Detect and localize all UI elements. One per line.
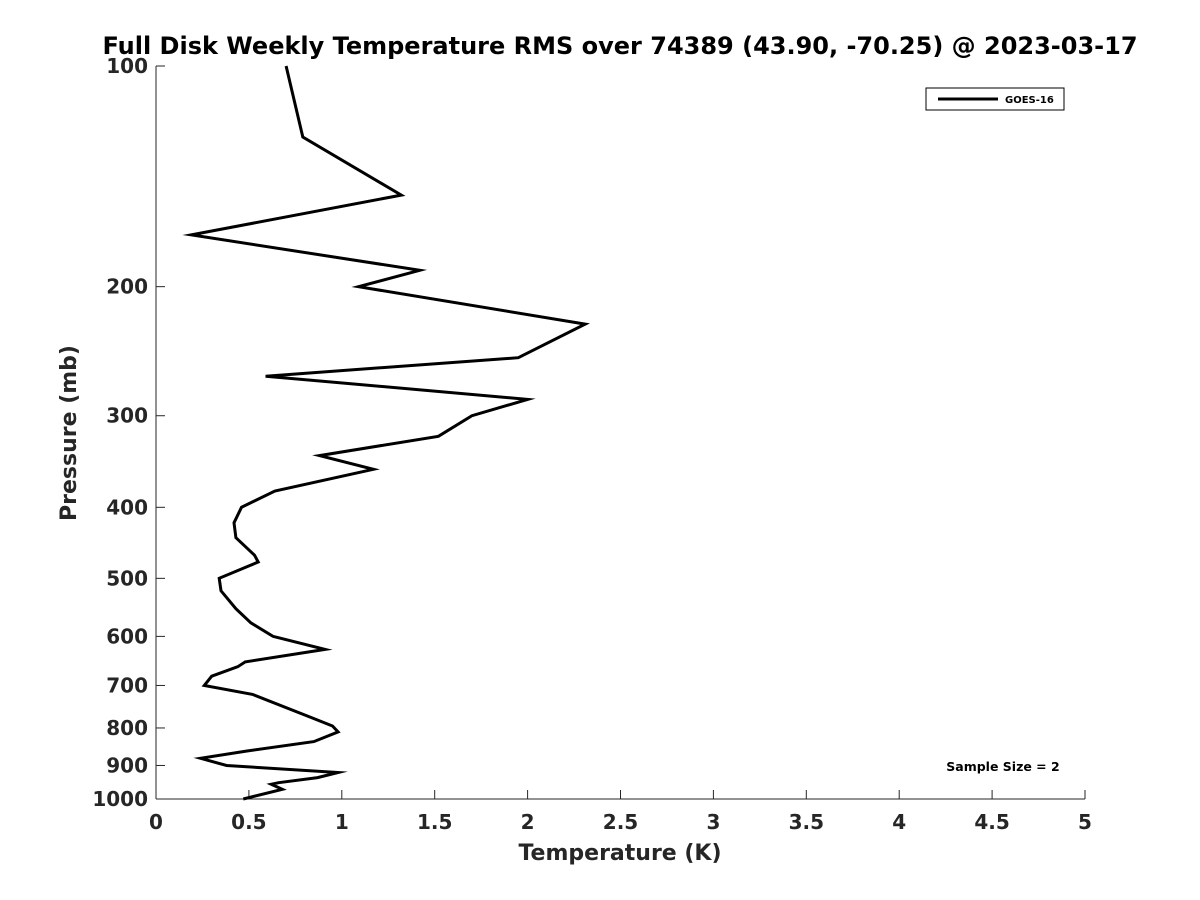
sample-size-annotation: Sample Size = 2	[946, 759, 1059, 774]
x-tick-label: 0.5	[231, 810, 266, 834]
y-axis-label: Pressure (mb)	[57, 345, 82, 521]
y-tick-label: 200	[106, 275, 148, 299]
series-line-goes-16	[182, 65, 590, 801]
x-axis-ticks: 0 0.5 1 1.5 2 2.5 3 3.5 4 4.5 5	[149, 790, 1092, 834]
y-tick-label: 100	[106, 54, 148, 78]
x-tick-label: 3.5	[789, 810, 824, 834]
x-tick-label: 3	[706, 810, 720, 834]
x-tick-label: 5	[1078, 810, 1092, 834]
legend-label-goes-16: GOES-16	[1005, 95, 1054, 106]
y-tick-label: 900	[106, 753, 148, 777]
x-tick-label: 1	[335, 810, 349, 834]
y-tick-label: 1000	[92, 787, 148, 811]
series-layer	[182, 65, 590, 801]
x-tick-label: 4.5	[974, 810, 1009, 834]
y-tick-label: 300	[106, 404, 148, 428]
x-tick-label: 2.5	[603, 810, 638, 834]
y-tick-label: 400	[106, 495, 148, 519]
axes	[155, 66, 1085, 800]
y-tick-label: 700	[106, 673, 148, 697]
y-tick-label: 600	[106, 624, 148, 648]
chart-title: Full Disk Weekly Temperature RMS over 74…	[102, 32, 1137, 60]
legend: GOES-16	[925, 87, 1065, 111]
x-axis-label: Temperature (K)	[518, 841, 721, 866]
y-axis-ticks: 100 200 300 400 500 600 700 800 900 1000	[92, 54, 165, 811]
x-tick-label: 2	[521, 810, 535, 834]
y-tick-label: 500	[106, 566, 148, 590]
x-tick-label: 4	[892, 810, 906, 834]
x-tick-label: 0	[149, 810, 163, 834]
y-tick-label: 800	[106, 716, 148, 740]
x-tick-label: 1.5	[417, 810, 452, 834]
